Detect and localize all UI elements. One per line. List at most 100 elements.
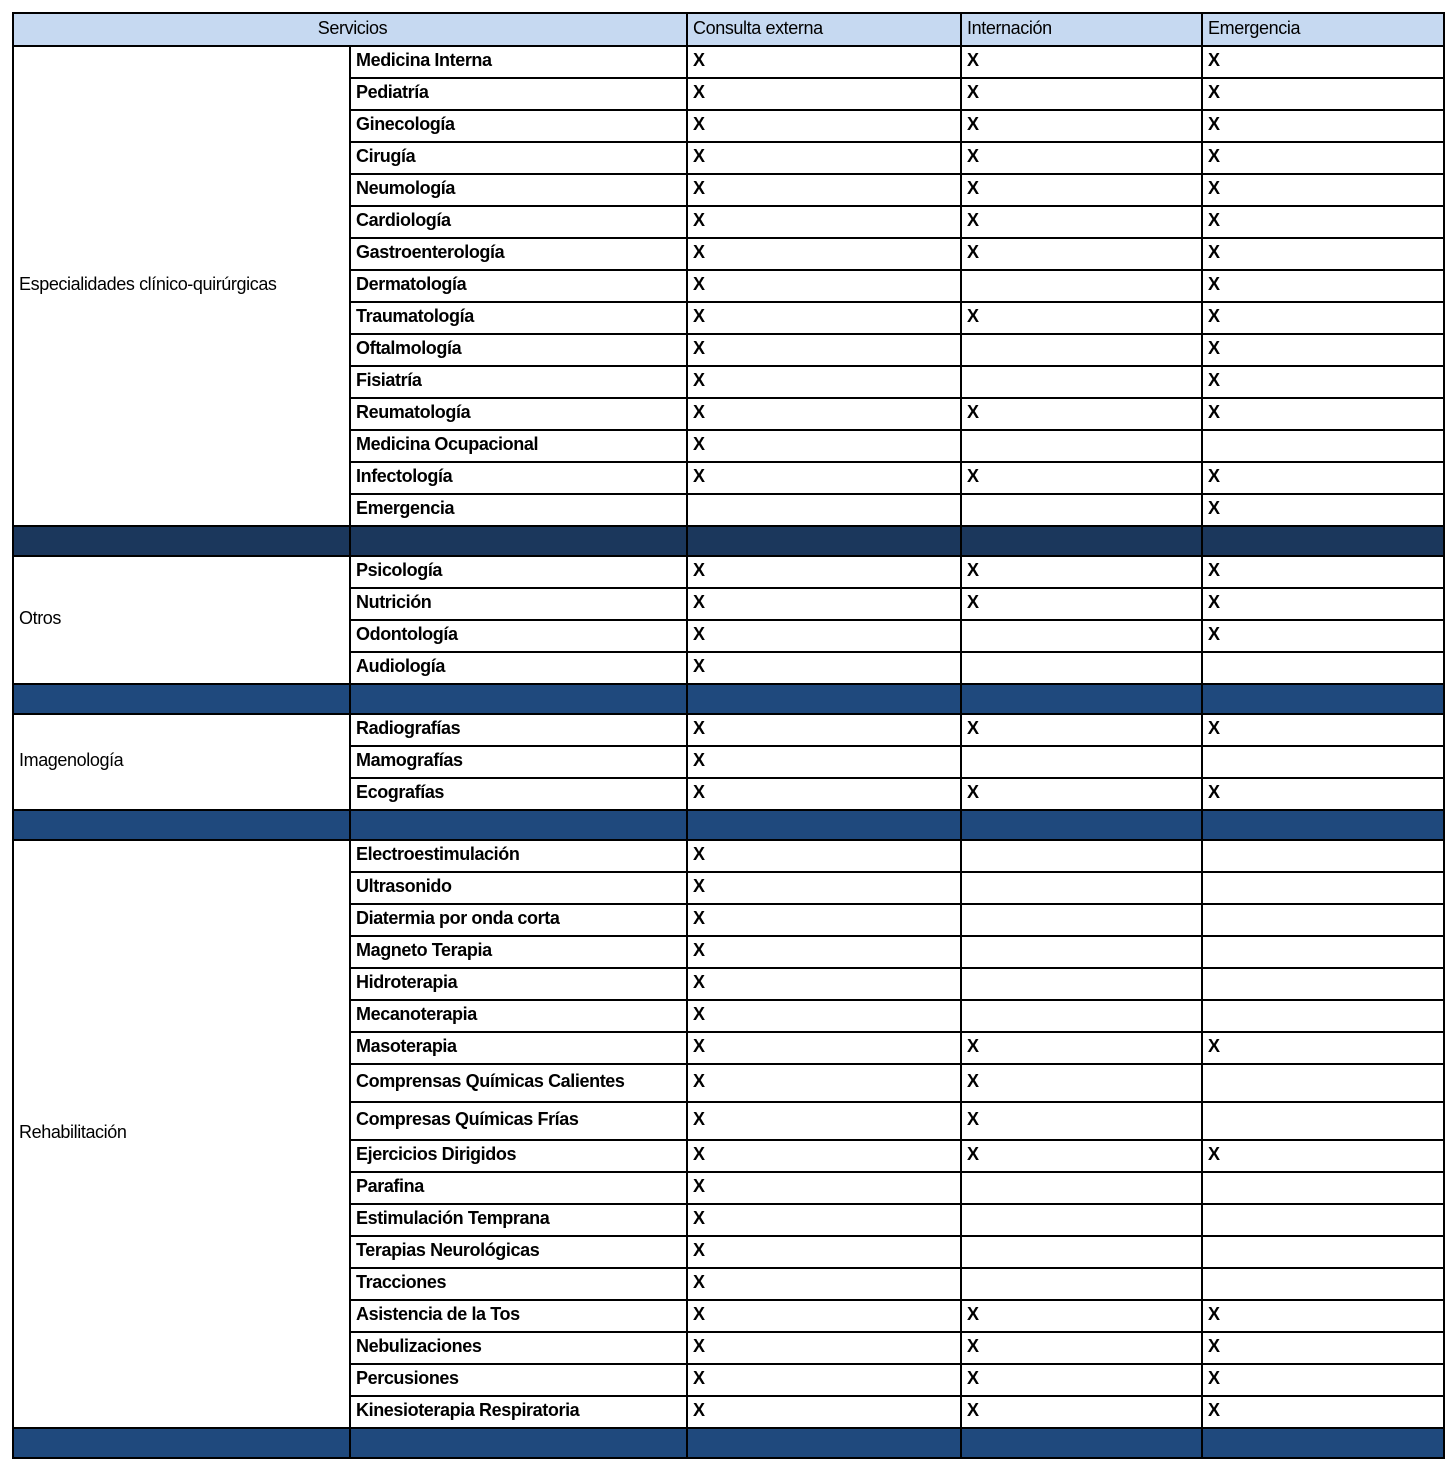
table-row: Infectología X X X [13, 461, 1446, 495]
emergencia-cell [1201, 871, 1446, 905]
service-name: Pediatría [348, 77, 689, 111]
emergencia-cell: X [1201, 237, 1446, 271]
separator-cell [348, 525, 689, 557]
service-name: Nutrición [348, 587, 689, 621]
table-row: Compresas Químicas Frías X X [13, 1101, 1446, 1141]
separator-row [12, 809, 1446, 841]
consulta-externa-cell [686, 493, 963, 527]
emergencia-cell: X [1201, 333, 1446, 367]
consulta-externa-cell: X [686, 45, 963, 79]
table-row: Audiología X [13, 651, 1446, 685]
emergencia-cell [1201, 935, 1446, 969]
table-row: Traumatología X X X [13, 301, 1446, 335]
table-row: Mecanoterapia X [13, 999, 1446, 1033]
services-table: Servicios Consulta externa Internación E… [11, 12, 1446, 1459]
separator-row [12, 683, 1446, 715]
service-name: Comprensas Químicas Calientes [348, 1063, 689, 1103]
table-row: Nebulizaciones X X X [13, 1331, 1446, 1365]
internacion-cell [960, 619, 1204, 653]
emergencia-cell [1201, 429, 1446, 463]
service-name: Gastroenterología [348, 237, 689, 271]
consulta-externa-cell: X [686, 365, 963, 399]
service-name: Ultrasonido [348, 871, 689, 905]
consulta-externa-cell: X [686, 619, 963, 653]
consulta-externa-cell: X [686, 745, 963, 779]
emergencia-cell: X [1201, 173, 1446, 207]
service-name: Cirugía [348, 141, 689, 175]
separator-cell [960, 683, 1204, 715]
service-name: Masoterapia [348, 1031, 689, 1065]
emergencia-cell: X [1201, 397, 1446, 431]
separator-cell [1201, 1427, 1446, 1459]
emergencia-cell: X [1201, 461, 1446, 495]
table-row: Cirugía X X X [13, 141, 1446, 175]
internacion-cell [960, 429, 1204, 463]
service-name: Oftalmología [348, 333, 689, 367]
service-name: Mecanoterapia [348, 999, 689, 1033]
internacion-cell: X [960, 713, 1204, 747]
internacion-cell: X [960, 1395, 1204, 1429]
internacion-cell: X [960, 555, 1204, 589]
table-row: Diatermia por onda corta X [13, 903, 1446, 937]
service-name: Diatermia por onda corta [348, 903, 689, 937]
consulta-externa-cell: X [686, 301, 963, 335]
internacion-cell [960, 999, 1204, 1033]
consulta-externa-cell: X [686, 935, 963, 969]
consulta-externa-cell: X [686, 871, 963, 905]
emergencia-cell [1201, 903, 1446, 937]
emergencia-cell [1201, 999, 1446, 1033]
emergencia-cell: X [1201, 77, 1446, 111]
service-name: Electroestimulación [348, 839, 689, 873]
separator-row [12, 1427, 1446, 1459]
service-name: Neumología [348, 173, 689, 207]
service-name: Parafina [348, 1171, 689, 1205]
table-body: Especialidades clínico-quirúrgicas Medici… [12, 45, 1446, 1459]
separator-cell [686, 1427, 963, 1459]
table-row: Cardiología X X X [13, 205, 1446, 239]
consulta-externa-cell: X [686, 839, 963, 873]
service-name: Kinesioterapia Respiratoria [348, 1395, 689, 1429]
service-name: Medicina Interna [348, 45, 689, 79]
internacion-cell [960, 269, 1204, 303]
table-row: Gastroenterología X X X [13, 237, 1446, 271]
internacion-cell [960, 967, 1204, 1001]
consulta-externa-cell: X [686, 1395, 963, 1429]
table-row: Imagenología Radiografías X X X [12, 713, 1446, 811]
table-row: Emergencia X [13, 493, 1446, 527]
emergencia-cell [1201, 1101, 1446, 1141]
emergencia-cell: X [1201, 587, 1446, 621]
internacion-cell [960, 493, 1204, 527]
group-label: Otros [12, 555, 351, 685]
separator-cell [12, 683, 351, 715]
table-row: Fisiatría X X [13, 365, 1446, 399]
table-row: Oftalmología X X [13, 333, 1446, 367]
internacion-cell: X [960, 1331, 1204, 1365]
internacion-cell [960, 365, 1204, 399]
separator-cell [12, 525, 351, 557]
table-row: Kinesioterapia Respiratoria X X X [13, 1395, 1446, 1429]
internacion-cell: X [960, 77, 1204, 111]
emergencia-cell: X [1201, 1139, 1446, 1173]
internacion-cell: X [960, 1031, 1204, 1065]
consulta-externa-cell: X [686, 205, 963, 239]
table-row: Mamografías X [13, 745, 1446, 779]
group-label: Rehabilitación [12, 839, 351, 1429]
table-row: Odontología X X [13, 619, 1446, 653]
internacion-cell: X [960, 461, 1204, 495]
consulta-externa-cell: X [686, 173, 963, 207]
service-name: Reumatología [348, 397, 689, 431]
internacion-cell: X [960, 1063, 1204, 1103]
internacion-cell [960, 935, 1204, 969]
table-row: Terapias Neurológicas X [13, 1235, 1446, 1269]
internacion-cell: X [960, 205, 1204, 239]
consulta-externa-cell: X [686, 903, 963, 937]
consulta-externa-cell: X [686, 1363, 963, 1397]
consulta-externa-cell: X [686, 1299, 963, 1333]
table-row: Otros Psicología X X X [12, 555, 1446, 685]
internacion-cell [960, 871, 1204, 905]
emergencia-cell [1201, 1203, 1446, 1237]
internacion-cell: X [960, 777, 1204, 811]
emergencia-cell: X [1201, 205, 1446, 239]
table-row: Especialidades clínico-quirúrgicas Medici… [12, 45, 1446, 527]
consulta-externa-cell: X [686, 1235, 963, 1269]
